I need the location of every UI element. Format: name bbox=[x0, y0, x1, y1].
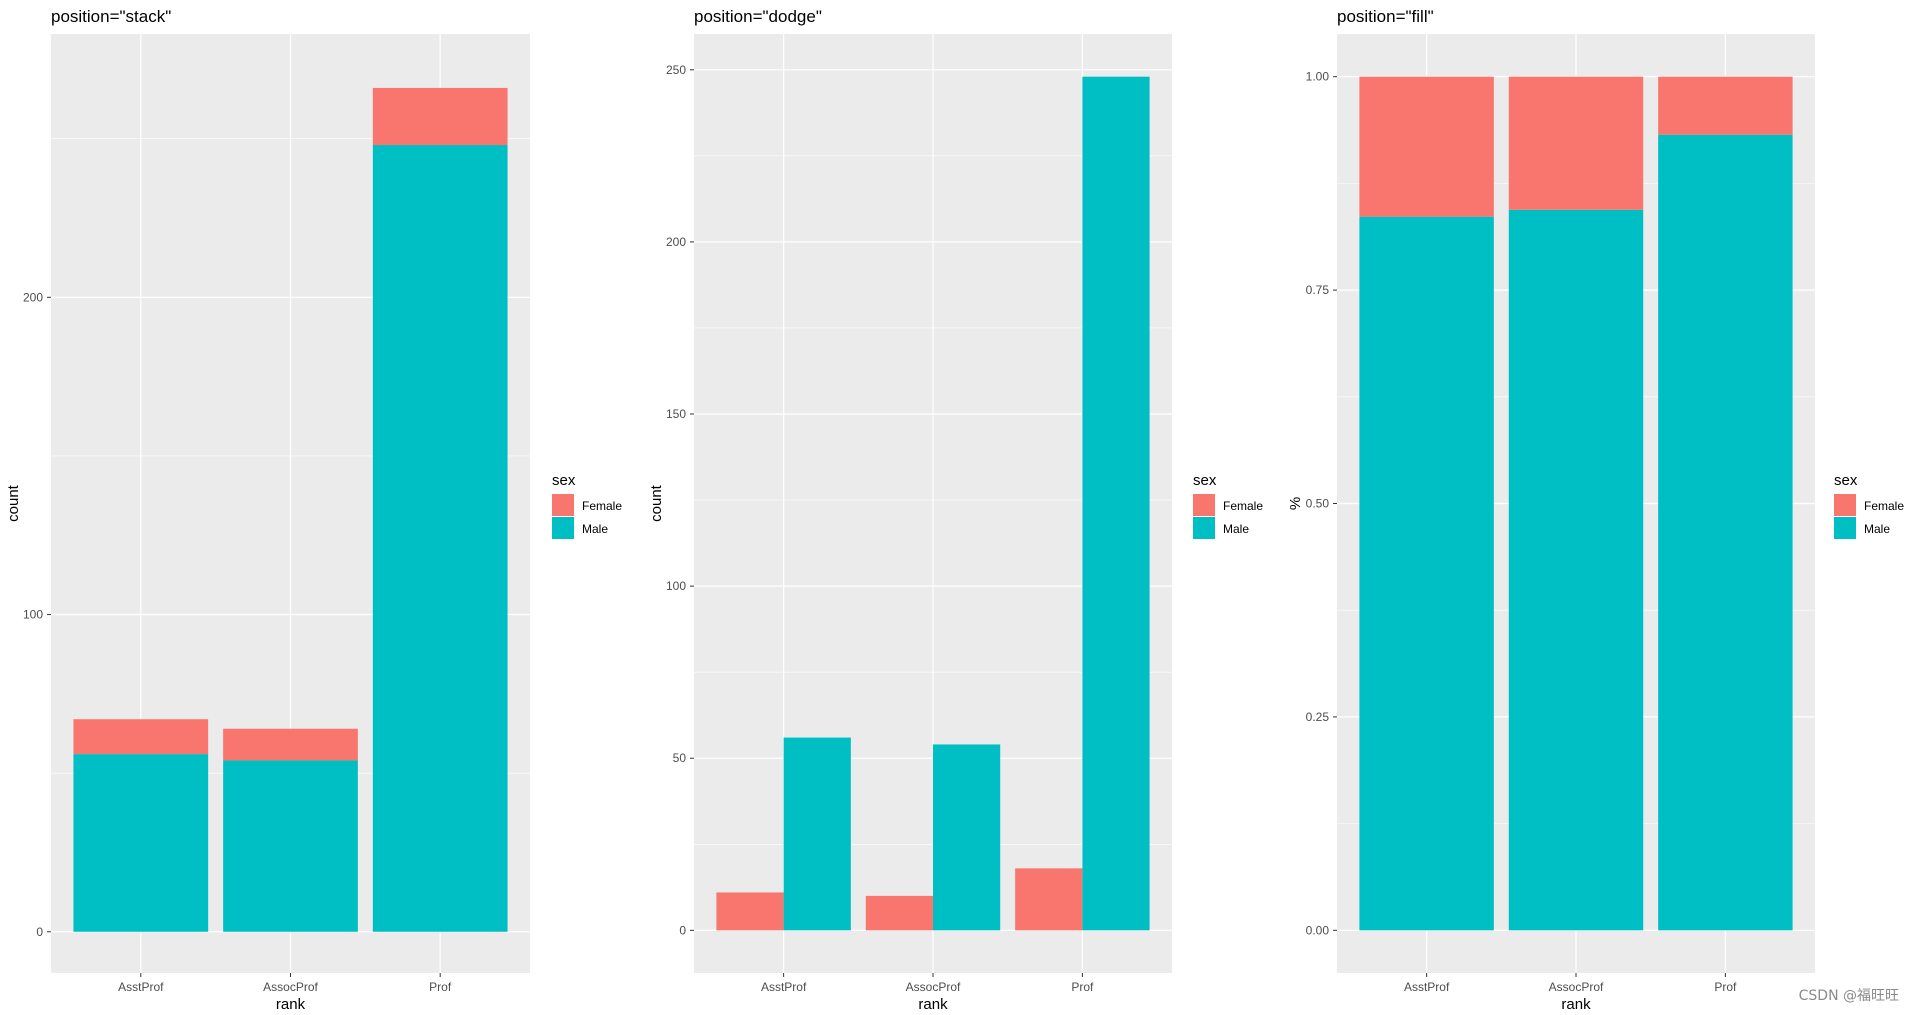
y-tick-label: 100 bbox=[23, 608, 43, 622]
y-tick-label: 1.00 bbox=[1306, 70, 1330, 84]
bar-female-AssocProf bbox=[223, 728, 358, 761]
bar-female-AsstProf bbox=[1359, 76, 1494, 217]
y-tick-label: 0.25 bbox=[1306, 710, 1330, 724]
bar-female-AsstProf bbox=[73, 719, 209, 755]
y-axis-label: count bbox=[5, 484, 22, 522]
legend-label-female: Female bbox=[582, 499, 622, 513]
bar-male-Prof bbox=[1082, 76, 1150, 931]
bar-male-AssocProf bbox=[223, 760, 358, 932]
bar-female-AssocProf bbox=[1508, 76, 1644, 210]
watermark: CSDN @福旺旺 bbox=[1798, 988, 1899, 1004]
bar-male-AssocProf bbox=[1508, 209, 1644, 931]
legend-key-female bbox=[552, 494, 574, 516]
panel-dodge: 0 50 100 150 200 250 AsstProf AssocProf Prof posi… bbox=[648, 7, 1263, 1013]
legend-key-male bbox=[1193, 517, 1215, 539]
x-tick-label: AssocProf bbox=[263, 980, 318, 994]
y-tick-label: 0 bbox=[36, 925, 43, 939]
legend-label-female: Female bbox=[1223, 499, 1263, 513]
y-axis-label: count bbox=[648, 484, 665, 522]
bar-female-Prof bbox=[1015, 868, 1083, 931]
bar-female-AssocProf bbox=[865, 895, 933, 931]
x-tick-label: Prof bbox=[429, 980, 452, 994]
legend-key-female bbox=[1834, 494, 1856, 516]
legend-label-male: Male bbox=[582, 522, 608, 536]
legend-title: sex bbox=[1193, 472, 1217, 489]
y-tick-label: 250 bbox=[666, 63, 686, 77]
x-axis-label: rank bbox=[918, 996, 948, 1013]
bar-male-AssocProf bbox=[933, 744, 1001, 931]
panel-title: position="stack" bbox=[51, 7, 171, 26]
y-tick-label: 100 bbox=[666, 579, 686, 593]
legend-label-male: Male bbox=[1864, 522, 1890, 536]
legend-title: sex bbox=[1834, 472, 1858, 489]
x-tick-label: AssocProf bbox=[1549, 980, 1604, 994]
y-axis-label: % bbox=[1287, 497, 1304, 510]
y-tick-label: 0.50 bbox=[1306, 497, 1330, 511]
legend-key-female bbox=[1193, 494, 1215, 516]
panel-stack: 0 100 200 AsstProf AssocProf Prof position="st… bbox=[5, 7, 622, 1013]
bar-male-Prof bbox=[1658, 134, 1793, 931]
bar-male-Prof bbox=[372, 145, 508, 932]
y-tick-label: 200 bbox=[666, 235, 686, 249]
y-tick-label: 50 bbox=[673, 751, 687, 765]
x-tick-label: AssocProf bbox=[906, 980, 961, 994]
bar-female-Prof bbox=[1658, 76, 1793, 135]
x-tick-label: Prof bbox=[1071, 980, 1094, 994]
legend-key-male bbox=[552, 517, 574, 539]
panel-title: position="dodge" bbox=[694, 7, 822, 26]
x-tick-label: AsstProf bbox=[761, 980, 807, 994]
panel-title: position="fill" bbox=[1337, 7, 1434, 26]
bar-female-Prof bbox=[372, 87, 508, 146]
x-tick-label: Prof bbox=[1714, 980, 1737, 994]
bar-male-AsstProf bbox=[1359, 216, 1494, 931]
x-tick-label: AsstProf bbox=[118, 980, 164, 994]
legend-key-male bbox=[1834, 517, 1856, 539]
y-tick-label: 0 bbox=[679, 923, 686, 937]
x-axis-label: rank bbox=[276, 996, 306, 1013]
legend: sex Female Male bbox=[552, 472, 622, 539]
y-tick-label: 150 bbox=[666, 407, 686, 421]
x-tick-label: AsstProf bbox=[1404, 980, 1450, 994]
bar-male-AsstProf bbox=[73, 754, 209, 932]
y-tick-label: 200 bbox=[23, 290, 43, 304]
y-tick-label: 0.75 bbox=[1306, 283, 1330, 297]
legend: sex Female Male bbox=[1834, 472, 1904, 539]
bar-male-AsstProf bbox=[783, 737, 851, 931]
legend-title: sex bbox=[552, 472, 576, 489]
panel-fill: 0.00 0.25 0.50 0.75 1.00 AsstProf AssocProf Pro… bbox=[1287, 7, 1904, 1013]
legend-label-female: Female bbox=[1864, 499, 1904, 513]
bar-female-AsstProf bbox=[716, 892, 784, 931]
y-tick-label: 0.00 bbox=[1306, 923, 1330, 937]
x-axis-label: rank bbox=[1561, 996, 1591, 1013]
legend: sex Female Male bbox=[1193, 472, 1263, 539]
legend-label-male: Male bbox=[1223, 522, 1249, 536]
